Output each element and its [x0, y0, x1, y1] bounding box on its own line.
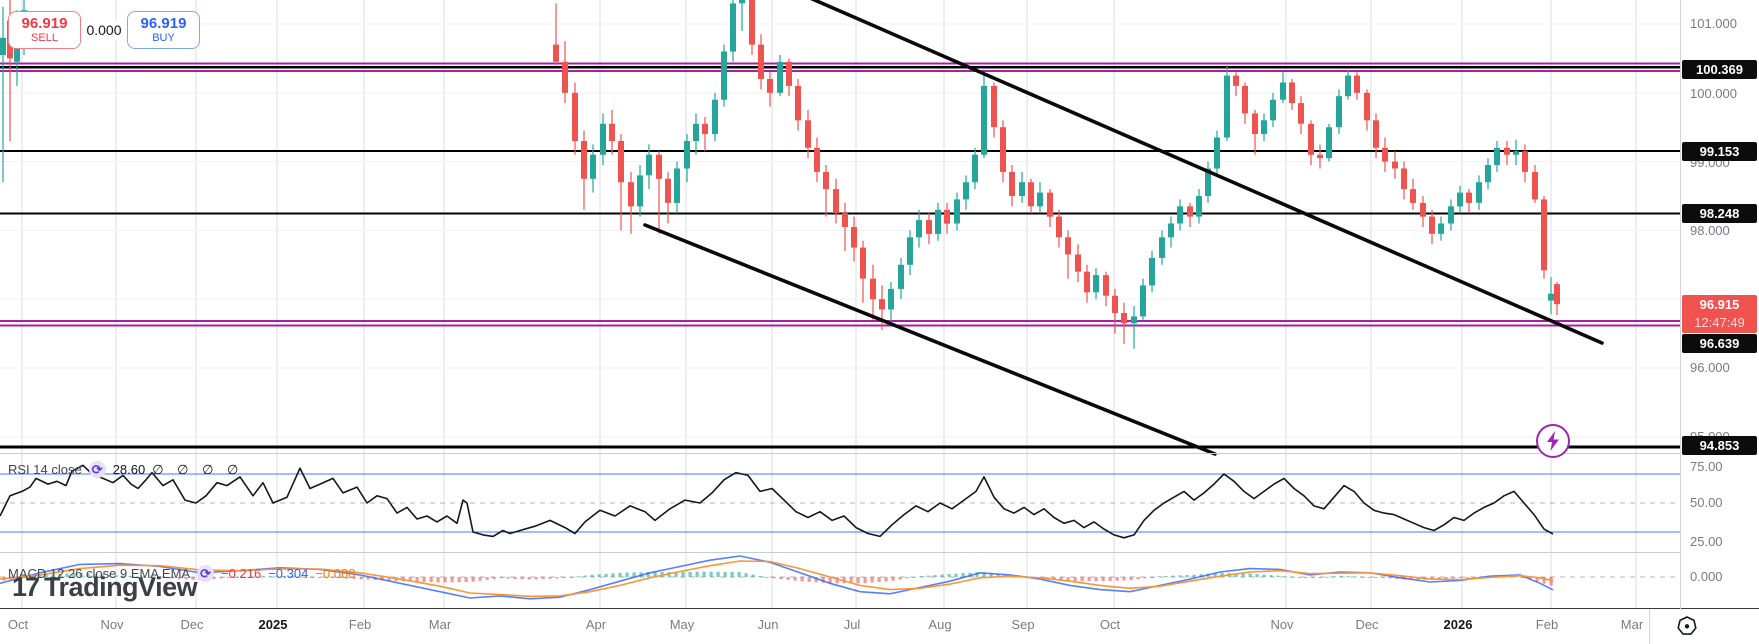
month-label: Dec: [1355, 617, 1379, 632]
trendline-lower[interactable]: [643, 223, 1217, 456]
buy-label: BUY: [152, 32, 175, 45]
month-label: Apr: [585, 617, 607, 632]
spread-value: 0.000: [81, 20, 127, 40]
price-axis-label: 101.000: [1690, 16, 1737, 31]
macd-signal-line[interactable]: [0, 560, 1554, 598]
rsi-indicator-header: RSI 14 close ⟳ 28.60 ∅ ∅ ∅ ∅: [8, 461, 243, 478]
month-label: Mar: [1620, 617, 1644, 632]
macd-indicator-label: MACD 12 26 close 9 EMA EMA: [8, 566, 191, 581]
refresh-icon[interactable]: ⟳: [88, 461, 106, 478]
candlestick-series: [0, 0, 1560, 349]
month-label: Dec: [180, 617, 204, 632]
refresh-icon[interactable]: ⟳: [197, 565, 215, 582]
sell-price: 96.919: [21, 14, 68, 32]
month-label: Nov: [1270, 617, 1294, 632]
macd-indicator-header: MACD 12 26 close 9 EMA EMA ⟳ −0.216 −0.3…: [8, 565, 355, 582]
trendline-upper[interactable]: [810, 0, 1604, 345]
month-label: Feb: [1535, 617, 1559, 632]
sell-button[interactable]: 96.919 SELL: [8, 11, 81, 49]
price-axis[interactable]: 96.915 12:47:49 101.000 100.000 99.000 98.0…: [1681, 0, 1759, 608]
price-level-badge: 99.153: [1682, 141, 1757, 161]
rsi-zero-values: ∅ ∅ ∅ ∅: [152, 461, 244, 477]
price-level-badge: 100.369: [1682, 59, 1757, 79]
rsi-value: 28.60: [112, 462, 146, 477]
last-price: 96.915: [1699, 297, 1740, 312]
month-label: May: [669, 617, 695, 632]
macd-signal-value: −0.088: [315, 566, 356, 581]
month-label: Aug: [928, 617, 952, 632]
tradingview-logo-text: TradingView: [44, 572, 198, 602]
price-axis-label: 75.00: [1690, 459, 1723, 474]
last-price-badge: 96.915 12:47:49: [1682, 295, 1757, 333]
quote-panel: 96.919 SELL 0.000 96.919 BUY: [8, 11, 200, 49]
time-axis-divider: [1649, 609, 1650, 644]
year-label: 2025: [258, 617, 288, 632]
price-axis-label: 96.000: [1690, 360, 1730, 375]
price-level-badge: 98.248: [1682, 203, 1757, 223]
month-label: Oct: [1099, 617, 1121, 632]
month-label: Mar: [428, 617, 452, 632]
price-level-badge: 94.853: [1682, 435, 1757, 455]
price-axis-label: 25.00: [1690, 534, 1723, 549]
price-axis-label: 50.00: [1690, 495, 1723, 510]
tradingview-watermark: 17 TradingView: [12, 572, 198, 603]
month-label: Jun: [757, 617, 779, 632]
price-axis-label: 100.000: [1690, 86, 1737, 101]
year-label: 2026: [1443, 617, 1473, 632]
month-label: Oct: [7, 617, 29, 632]
price-level-badge: 96.639: [1682, 333, 1757, 353]
rsi-indicator-label: RSI 14 close: [8, 462, 82, 477]
sell-label: SELL: [31, 32, 58, 45]
buy-button[interactable]: 96.919 BUY: [127, 11, 200, 49]
tradingview-logo-icon: 17: [12, 572, 40, 602]
month-label: Sep: [1011, 617, 1035, 632]
macd-line-value: −0.304: [268, 566, 309, 581]
lightning-alert-icon[interactable]: [1536, 424, 1570, 458]
time-axis[interactable]: Oct Nov Dec 2025 Feb Mar Apr May Jun Jul Aug Sep Oct…: [0, 609, 1759, 644]
month-label: Nov: [100, 617, 124, 632]
price-axis-label: 0.000: [1690, 569, 1723, 584]
countdown-timer: 12:47:49: [1694, 315, 1745, 330]
month-label: Jul: [843, 617, 861, 632]
timezone-settings-icon[interactable]: [1672, 611, 1702, 641]
price-axis-label: 98.000: [1690, 223, 1730, 238]
macd-histogram-value: −0.216: [221, 566, 262, 581]
buy-price: 96.919: [140, 14, 187, 32]
rsi-line[interactable]: [0, 464, 1554, 539]
month-label: Feb: [348, 617, 372, 632]
